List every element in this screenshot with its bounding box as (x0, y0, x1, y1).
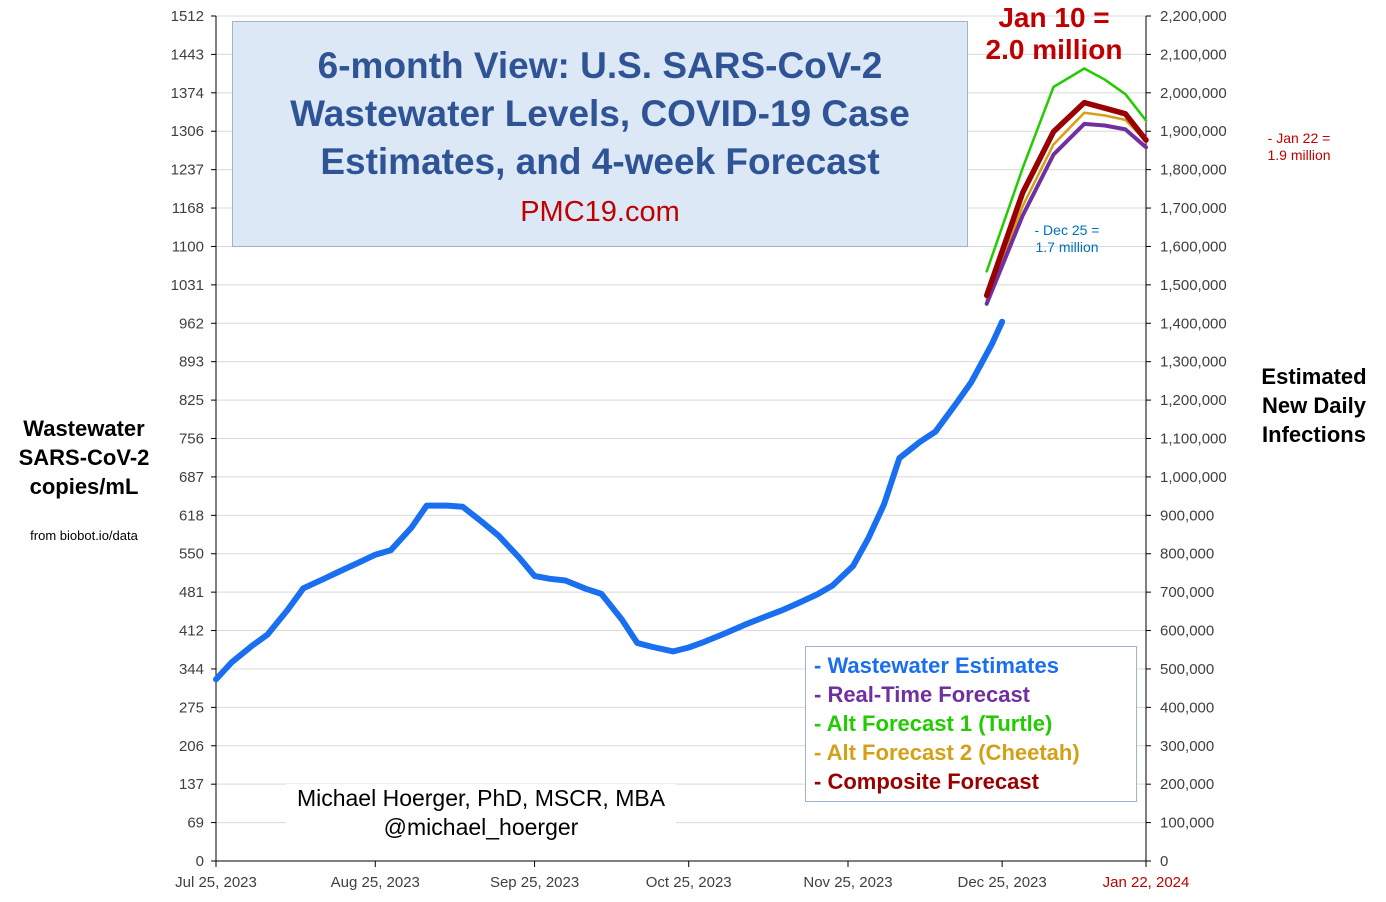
x-tick-label: Aug 25, 2023 (331, 874, 420, 891)
right-tick-label: 1,100,000 (1160, 431, 1227, 448)
left-tick-label: 962 (179, 315, 204, 332)
left-tick-label: 206 (179, 738, 204, 755)
series-line-composite-forecast (983, 99, 1149, 299)
right-tick-label: 2,000,000 (1160, 85, 1227, 102)
x-tick-label: Dec 25, 2023 (958, 874, 1047, 891)
right-tick-label: 800,000 (1160, 546, 1214, 563)
left-tick-label: 137 (179, 776, 204, 793)
right-tick-label: 400,000 (1160, 699, 1214, 716)
title-box: 6-month View: U.S. SARS-CoV-2 Wastewater… (232, 21, 968, 247)
author-handle: @michael_hoerger (383, 814, 579, 840)
left-tick-label: 1168 (172, 200, 204, 217)
left-tick-label: 1443 (171, 46, 204, 63)
left-tick-label: 618 (179, 507, 204, 524)
series-line-real-time-forecast (984, 121, 1148, 306)
tick-labels: 0 0 69 100,000 137 200,000 206 300,000 275 400,00… (171, 8, 1227, 891)
website-label: PMC19.com (520, 196, 680, 228)
right-axis-title: Estimated New Daily Infections (1261, 364, 1367, 447)
left-tick-label: 275 (179, 699, 204, 716)
legend-item-composite: - Composite Forecast (814, 769, 1039, 794)
left-tick-label: 1237 (171, 162, 204, 179)
right-tick-label: 200,000 (1160, 776, 1214, 793)
source-note: from biobot.io/data (30, 528, 138, 543)
left-tick-label: 893 (179, 354, 204, 371)
series-line-alt-forecast-2-cheetah (985, 111, 1148, 301)
right-tick-label: 700,000 (1160, 584, 1214, 601)
right-tick-label: 1,700,000 (1160, 200, 1227, 217)
legend-item-turtle: - Alt Forecast 1 (Turtle) (814, 711, 1053, 736)
right-tick-label: 1,000,000 (1160, 469, 1227, 486)
right-tick-label: 1,200,000 (1160, 392, 1227, 409)
right-tick-label: 2,200,000 (1160, 8, 1227, 25)
right-tick-label: 0 (1160, 853, 1168, 870)
legend: - Wastewater Estimates - Real-Time Forec… (805, 646, 1137, 802)
legend-item-real-time: - Real-Time Forecast (814, 682, 1031, 707)
left-tick-label: 756 (179, 431, 204, 448)
right-tick-label: 300,000 (1160, 738, 1214, 755)
x-tick-label: Oct 25, 2023 (646, 874, 732, 891)
left-tick-label: 481 (179, 584, 204, 601)
left-tick-label: 412 (179, 623, 204, 640)
left-tick-label: 687 (179, 469, 204, 486)
right-tick-label: 900,000 (1160, 507, 1214, 524)
right-tick-label: 1,800,000 (1160, 162, 1227, 179)
left-tick-label: 550 (179, 546, 204, 563)
right-tick-label: 2,100,000 (1160, 46, 1227, 63)
left-tick-label: 69 (187, 815, 204, 832)
right-tick-label: 1,300,000 (1160, 354, 1227, 371)
left-tick-label: 1031 (171, 277, 204, 294)
axes (211, 15, 1151, 867)
left-axis-title: Wastewater SARS-CoV-2 copies/mL (18, 416, 150, 499)
right-tick-label: 100,000 (1160, 815, 1214, 832)
series-line-wastewater-estimates (213, 318, 1006, 683)
author-name: Michael Hoerger, PhD, MSCR, MBA (296, 785, 666, 811)
right-tick-label: 600,000 (1160, 623, 1214, 640)
x-tick-label: Sep 25, 2023 (490, 874, 579, 891)
jan22-annotation: - Jan 22 = 1.9 million (1267, 130, 1331, 163)
left-tick-label: 344 (179, 661, 204, 678)
left-tick-label: 1306 (171, 123, 204, 140)
x-tick-label: Jul 25, 2023 (175, 874, 257, 891)
legend-item-cheetah: - Alt Forecast 2 (Cheetah) (814, 740, 1080, 765)
peak-annotation: Jan 10 = 2.0 million (985, 2, 1123, 65)
legend-item-wastewater: - Wastewater Estimates (814, 653, 1059, 678)
x-tick-label: Nov 25, 2023 (803, 874, 892, 891)
dec25-annotation: - Dec 25 = 1.7 million (1034, 222, 1100, 255)
series-lines (213, 67, 1149, 683)
left-tick-label: 1100 (172, 238, 204, 255)
right-tick-label: 1,500,000 (1160, 277, 1227, 294)
right-tick-label: 1,900,000 (1160, 123, 1227, 140)
series-line-alt-forecast-1-turtle (985, 67, 1148, 273)
chart-title: 6-month View: U.S. SARS-CoV-2 Wastewater… (290, 45, 910, 182)
left-tick-label: 1512 (171, 8, 204, 25)
left-tick-label: 0 (196, 853, 204, 870)
right-tick-label: 1,400,000 (1160, 315, 1227, 332)
x-end-label: Jan 22, 2024 (1103, 874, 1190, 891)
left-tick-label: 825 (179, 392, 204, 409)
author-credit: Michael Hoerger, PhD, MSCR, MBA @michael… (286, 784, 676, 842)
right-tick-label: 1,600,000 (1160, 238, 1227, 255)
left-tick-label: 1374 (171, 85, 204, 102)
right-tick-label: 500,000 (1160, 661, 1214, 678)
